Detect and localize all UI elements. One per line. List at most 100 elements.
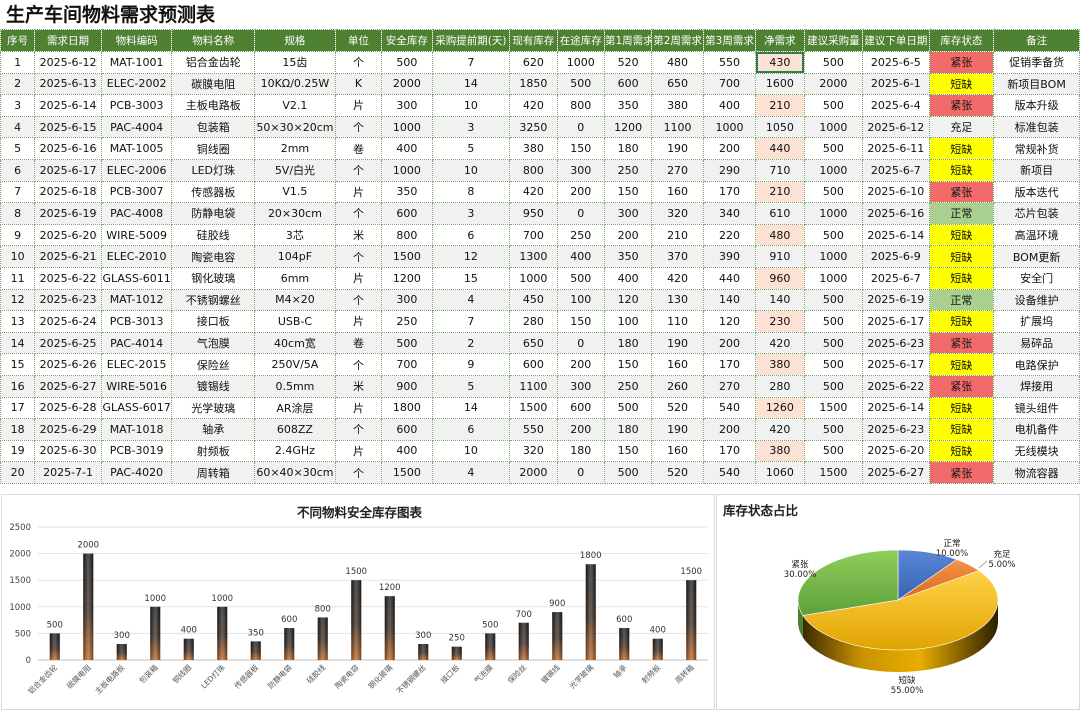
table-cell[interactable]: 片	[334, 310, 383, 333]
table-cell[interactable]: 电机备件	[993, 418, 1080, 441]
column-header[interactable]: 单位	[334, 29, 383, 52]
table-cell[interactable]: 易碎品	[993, 331, 1080, 355]
table-cell[interactable]: 3	[0, 94, 36, 117]
table-cell[interactable]: 2025-6-17	[862, 310, 930, 333]
table-cell[interactable]: 2025-6-16	[862, 202, 930, 225]
table-cell[interactable]: 13	[0, 310, 36, 333]
table-cell[interactable]: 2025-6-20	[34, 223, 102, 247]
table-cell[interactable]: 2025-6-22	[862, 374, 930, 398]
column-header[interactable]: 在途库存	[556, 29, 605, 52]
column-header[interactable]: 净需求	[755, 29, 805, 52]
table-cell[interactable]: 220	[702, 223, 757, 247]
table-cell[interactable]: 550	[509, 418, 558, 441]
table-cell[interactable]: 6	[0, 158, 36, 182]
table-cell[interactable]: 包装箱	[171, 115, 256, 139]
table-row[interactable]: 3 2025-6-14 PCB-3003 主板电路板 V2.1 片 300 10 420 800 3…	[0, 94, 1080, 117]
table-cell[interactable]: AR涂层	[254, 396, 336, 420]
table-cell[interactable]: 15	[431, 266, 511, 290]
table-cell[interactable]: 8	[0, 202, 36, 225]
table-cell[interactable]: 170	[702, 439, 757, 463]
table-cell[interactable]: 0	[556, 202, 605, 225]
table-cell[interactable]: 4	[0, 115, 36, 139]
table-cell[interactable]: 110	[651, 310, 704, 333]
table-cell[interactable]: 500	[803, 374, 864, 398]
table-cell[interactable]: 500	[803, 288, 864, 312]
table-cell[interactable]: 380	[509, 137, 558, 160]
table-row[interactable]: 14 2025-6-25 PAC-4014 气泡膜 40cm宽卷 500 2 650 0 180 1…	[0, 331, 1080, 355]
table-cell[interactable]: 2025-6-14	[862, 223, 930, 247]
table-cell[interactable]: GLASS-6011	[100, 266, 173, 290]
table-cell[interactable]: 800	[556, 94, 605, 117]
table-cell[interactable]: ELEC-2015	[100, 353, 173, 376]
table-cell[interactable]: 个	[334, 115, 383, 139]
table-cell[interactable]: 0	[556, 461, 605, 484]
table-cell[interactable]: 500	[556, 266, 605, 290]
table-cell[interactable]: 420	[509, 94, 558, 117]
table-cell[interactable]: 130	[651, 288, 704, 312]
table-cell[interactable]: 400	[702, 94, 757, 117]
table-cell[interactable]: 18	[0, 418, 36, 441]
table-cell[interactable]: 2025-6-14	[862, 396, 930, 420]
status-cell[interactable]: 短缺	[928, 72, 995, 96]
table-cell[interactable]: 7	[431, 51, 511, 74]
table-cell[interactable]: 2000	[381, 72, 433, 96]
table-cell[interactable]: 2025-6-30	[34, 439, 102, 463]
table-cell[interactable]: 0	[556, 115, 605, 139]
column-header[interactable]: 建议采购量	[803, 29, 864, 52]
table-cell[interactable]: 1	[0, 51, 36, 74]
table-cell[interactable]: 12	[0, 288, 36, 312]
table-cell[interactable]: USB-C	[254, 310, 336, 333]
table-cell[interactable]: 12	[431, 245, 511, 268]
table-cell[interactable]: 15齿	[254, 51, 336, 74]
table-cell[interactable]: WIRE-5016	[100, 374, 173, 398]
table-cell[interactable]: 1500	[803, 461, 864, 484]
table-row[interactable]: 13 2025-6-24 PCB-3013 接口板 USB-C 片 250 7 280 150 10…	[0, 310, 1080, 333]
stock-status-pie-chart[interactable]: 库存状态占比 正常 10.00% 充足 5.00% 短缺 55.00% 紧张 30.00%	[716, 494, 1080, 710]
column-header[interactable]: 需求日期	[34, 29, 102, 52]
table-cell[interactable]: 常规补货	[993, 137, 1080, 160]
table-cell[interactable]: 1000	[556, 51, 605, 74]
table-cell[interactable]: 1000	[702, 115, 757, 139]
table-cell[interactable]: 0.5mm	[254, 374, 336, 398]
table-cell[interactable]: 200	[556, 180, 605, 204]
table-cell[interactable]: 4	[431, 461, 511, 484]
table-cell[interactable]: 个	[334, 202, 383, 225]
status-cell[interactable]: 短缺	[928, 266, 995, 290]
status-cell[interactable]: 短缺	[928, 245, 995, 268]
table-cell[interactable]: 250	[603, 158, 653, 182]
table-row[interactable]: 11 2025-6-22 GLASS-6011 钢化玻璃 6mm 片 1200 15 1000 5…	[0, 266, 1080, 290]
table-cell[interactable]: 个	[334, 245, 383, 268]
table-cell[interactable]: 500	[803, 94, 864, 117]
table-cell[interactable]: 个	[334, 288, 383, 312]
table-cell[interactable]: 新项目	[993, 158, 1080, 182]
table-cell[interactable]: 2025-6-15	[34, 115, 102, 139]
table-cell[interactable]: 防静电袋	[171, 202, 256, 225]
table-cell[interactable]: 1000	[803, 245, 864, 268]
status-cell[interactable]: 正常	[928, 202, 995, 225]
table-row[interactable]: 2 2025-6-13 ELEC-2002 碳膜电阻 10KΩ/0.25W K 2000 14…	[0, 72, 1080, 96]
table-cell[interactable]: 800	[509, 158, 558, 182]
table-cell[interactable]: BOM更新	[993, 245, 1080, 268]
table-cell[interactable]: 480	[755, 223, 805, 247]
table-cell[interactable]: 5	[0, 137, 36, 160]
table-cell[interactable]: 150	[556, 310, 605, 333]
table-cell[interactable]: 150	[603, 180, 653, 204]
table-cell[interactable]: 400	[603, 266, 653, 290]
status-cell[interactable]: 短缺	[928, 439, 995, 463]
table-cell[interactable]: 周转箱	[171, 461, 256, 484]
table-cell[interactable]: 620	[509, 51, 558, 74]
table-cell[interactable]: 铜线圈	[171, 137, 256, 160]
column-header[interactable]: 物料名称	[171, 29, 256, 52]
table-cell[interactable]: 新项目BOM	[993, 72, 1080, 96]
table-cell[interactable]: ELEC-2006	[100, 158, 173, 182]
table-cell[interactable]: 300	[556, 158, 605, 182]
table-cell[interactable]: 11	[0, 266, 36, 290]
table-cell[interactable]: 40cm宽	[254, 331, 336, 355]
table-cell[interactable]: 1500	[803, 396, 864, 420]
table-cell[interactable]: 1000	[509, 266, 558, 290]
pie-slice[interactable]	[797, 549, 899, 616]
table-cell[interactable]: 3250	[509, 115, 558, 139]
table-cell[interactable]: 19	[0, 439, 36, 463]
table-cell[interactable]: 个	[334, 461, 383, 484]
table-cell[interactable]: 镜头组件	[993, 396, 1080, 420]
